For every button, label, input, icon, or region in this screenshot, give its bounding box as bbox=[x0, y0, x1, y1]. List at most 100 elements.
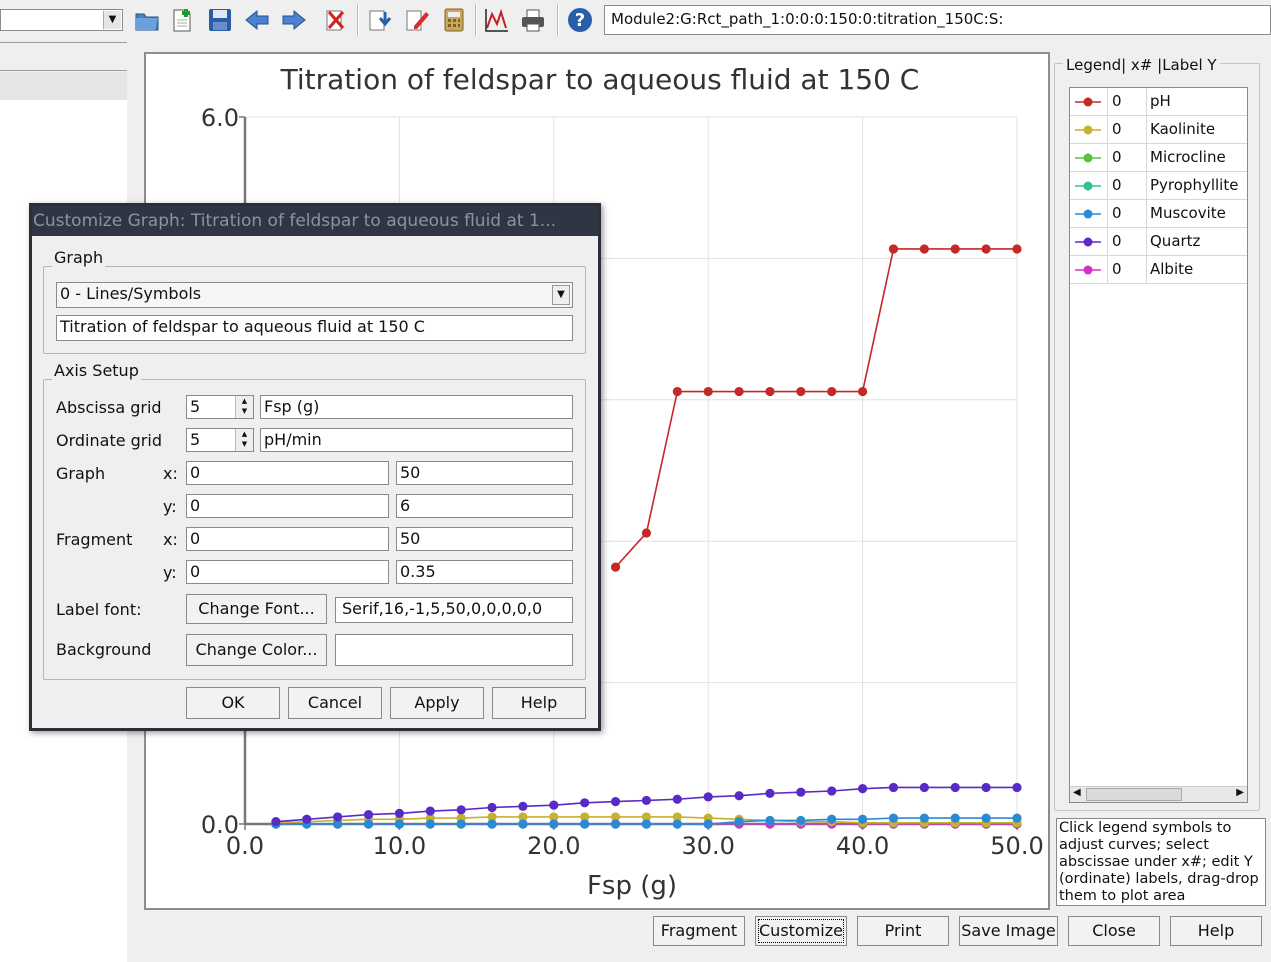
edit-button[interactable] bbox=[400, 3, 434, 37]
graph-x-min-input[interactable]: 0 bbox=[186, 461, 389, 485]
graph-x-max-input[interactable]: 50 bbox=[396, 461, 573, 485]
scroll-left-icon[interactable]: ◀ bbox=[1073, 787, 1081, 798]
legend-label[interactable]: pH bbox=[1150, 92, 1171, 110]
data-point bbox=[672, 819, 682, 829]
graph-type-select[interactable]: 0 - Lines/Symbols ▼ bbox=[56, 282, 573, 308]
legend-label[interactable]: Microcline bbox=[1150, 148, 1226, 166]
legend-label[interactable]: Muscovite bbox=[1150, 204, 1226, 222]
data-point bbox=[981, 244, 991, 254]
open-folder-button[interactable] bbox=[130, 3, 164, 37]
legend-label[interactable]: Quartz bbox=[1150, 232, 1201, 250]
legend-row[interactable]: 0 Muscovite bbox=[1070, 200, 1247, 228]
graph-title-input[interactable]: Titration of feldspar to aqueous fluid a… bbox=[56, 315, 573, 341]
legend-row[interactable]: 0 Albite bbox=[1070, 256, 1247, 284]
spinner-icon[interactable]: ▲ ▼ bbox=[235, 396, 253, 418]
x-tick-label: 20.0 bbox=[527, 832, 580, 860]
help-bottom-button[interactable]: Help bbox=[1170, 916, 1262, 946]
data-point bbox=[796, 787, 806, 797]
data-point bbox=[672, 812, 682, 822]
fragment-y-min-input[interactable]: 0 bbox=[186, 560, 389, 584]
fragment-y-max-input[interactable]: 0.35 bbox=[396, 560, 573, 584]
data-point bbox=[333, 812, 343, 822]
horizontal-scrollbar[interactable]: ◀ ▶ bbox=[1070, 786, 1247, 802]
fragment-button[interactable]: Fragment bbox=[653, 916, 745, 946]
legend-x-index[interactable]: 0 bbox=[1112, 176, 1122, 194]
legend-symbol[interactable] bbox=[1070, 228, 1108, 255]
legend-x-index[interactable]: 0 bbox=[1112, 148, 1122, 166]
legend-x-index[interactable]: 0 bbox=[1112, 120, 1122, 138]
save-button[interactable] bbox=[203, 3, 237, 37]
legend-row[interactable]: 0 Quartz bbox=[1070, 228, 1247, 256]
data-point bbox=[641, 795, 652, 806]
legend-table[interactable]: 0 pH 0 Kaolinite 0 Microcline 0 Pyrophyllite 0 Mu… bbox=[1069, 87, 1248, 803]
legend-symbol[interactable] bbox=[1070, 88, 1108, 115]
data-point bbox=[363, 819, 374, 829]
data-point bbox=[394, 808, 404, 818]
data-point bbox=[950, 813, 960, 823]
path-field[interactable]: Module2:G:Rct_path_1:0:0:0:150:0:titrati… bbox=[604, 5, 1271, 35]
new-button[interactable] bbox=[166, 3, 200, 37]
data-point bbox=[425, 819, 435, 829]
data-point bbox=[425, 806, 435, 816]
legend-symbol[interactable] bbox=[1070, 116, 1108, 143]
scroll-right-icon[interactable]: ▶ bbox=[1236, 787, 1244, 798]
abscissa-grid-spinbox[interactable]: 5 ▲ ▼ bbox=[186, 395, 254, 419]
calculator-icon bbox=[444, 8, 464, 32]
calculator-button[interactable] bbox=[437, 3, 471, 37]
legend-row[interactable]: 0 Microcline bbox=[1070, 144, 1247, 172]
legend-x-index[interactable]: 0 bbox=[1112, 260, 1122, 278]
forward-button[interactable] bbox=[277, 3, 311, 37]
svg-text:?: ? bbox=[575, 10, 585, 31]
fragment-x-max-input[interactable]: 50 bbox=[396, 527, 573, 551]
legend-x-index[interactable]: 0 bbox=[1112, 204, 1122, 222]
graph-y-max-input[interactable]: 6 bbox=[396, 494, 573, 518]
print-bottom-button[interactable]: Print bbox=[857, 916, 949, 946]
legend-symbol[interactable] bbox=[1070, 144, 1108, 171]
legend-symbol[interactable] bbox=[1070, 256, 1108, 283]
back-button[interactable] bbox=[240, 3, 274, 37]
fragment-x-label: x: bbox=[163, 530, 178, 549]
data-point bbox=[610, 812, 621, 822]
ordinate-name-input[interactable]: pH/min bbox=[260, 428, 573, 452]
y-tick-label: 0.0 bbox=[201, 811, 239, 839]
help-button[interactable]: ? bbox=[563, 3, 597, 37]
spinner-icon[interactable]: ▲ ▼ bbox=[235, 429, 253, 451]
delete-button[interactable] bbox=[318, 3, 352, 37]
change-color-button[interactable]: Change Color... bbox=[186, 634, 327, 666]
legend-label[interactable]: Pyrophyllite bbox=[1150, 176, 1239, 194]
legend-x-index[interactable]: 0 bbox=[1112, 92, 1122, 110]
close-button[interactable]: Close bbox=[1068, 916, 1160, 946]
change-font-button[interactable]: Change Font... bbox=[186, 594, 327, 624]
ok-button[interactable]: OK bbox=[186, 687, 280, 719]
dialog-help-button[interactable]: Help bbox=[492, 687, 586, 719]
save-image-button[interactable]: Save Image bbox=[959, 916, 1058, 946]
cancel-button[interactable]: Cancel bbox=[288, 687, 382, 719]
print-button[interactable] bbox=[516, 3, 550, 37]
data-point bbox=[580, 819, 590, 829]
graph-group bbox=[43, 266, 586, 354]
apply-button[interactable]: Apply bbox=[390, 687, 484, 719]
data-point bbox=[796, 386, 806, 397]
data-point bbox=[302, 814, 312, 824]
abscissa-name-input[interactable]: Fsp (g) bbox=[260, 395, 573, 419]
axis-setup-group bbox=[43, 379, 586, 680]
legend-symbol[interactable] bbox=[1070, 172, 1108, 199]
legend-label[interactable]: Albite bbox=[1150, 260, 1194, 278]
legend-row[interactable]: 0 pH bbox=[1070, 88, 1247, 116]
ordinate-grid-spinbox[interactable]: 5 ▲ ▼ bbox=[186, 428, 254, 452]
customize-button[interactable]: Customize bbox=[755, 916, 847, 946]
graph-button[interactable] bbox=[479, 3, 513, 37]
legend-x-index[interactable]: 0 bbox=[1112, 232, 1122, 250]
legend-label[interactable]: Kaolinite bbox=[1150, 120, 1216, 138]
legend-symbol[interactable] bbox=[1070, 200, 1108, 227]
legend-row[interactable]: 0 Pyrophyllite bbox=[1070, 172, 1247, 200]
import-button[interactable] bbox=[363, 3, 397, 37]
data-point bbox=[610, 797, 621, 807]
graph-y-min-input[interactable]: 0 bbox=[186, 494, 389, 518]
legend-row[interactable]: 0 Kaolinite bbox=[1070, 116, 1247, 144]
data-point bbox=[703, 792, 713, 802]
data-point bbox=[734, 386, 744, 397]
fragment-x-min-input[interactable]: 0 bbox=[186, 527, 389, 551]
scroll-thumb[interactable] bbox=[1086, 788, 1182, 801]
module-select[interactable]: ▼ bbox=[0, 9, 123, 31]
